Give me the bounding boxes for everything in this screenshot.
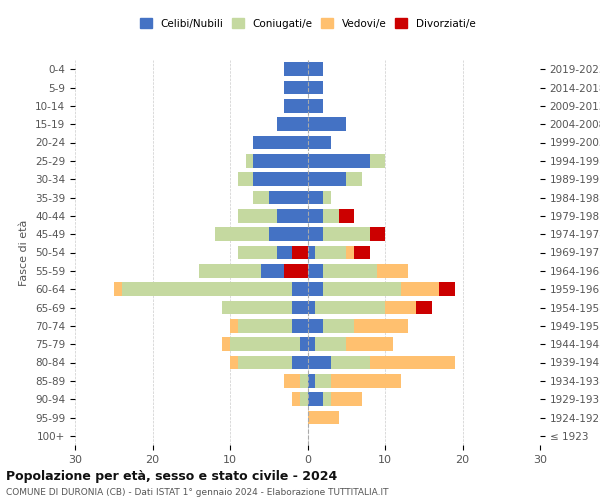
Bar xyxy=(308,209,323,222)
Bar xyxy=(331,392,362,406)
Bar xyxy=(277,209,308,222)
Bar xyxy=(315,338,346,351)
Bar xyxy=(439,282,455,296)
Bar xyxy=(215,228,269,241)
Bar xyxy=(300,338,308,351)
Bar xyxy=(308,99,323,112)
Bar xyxy=(308,374,315,388)
Bar xyxy=(292,392,300,406)
Bar xyxy=(121,282,292,296)
Bar xyxy=(308,80,323,94)
Bar xyxy=(284,374,300,388)
Bar xyxy=(269,190,308,204)
Bar xyxy=(377,264,408,278)
Bar xyxy=(308,410,338,424)
Bar xyxy=(222,338,230,351)
Bar xyxy=(308,246,315,260)
Bar xyxy=(261,264,284,278)
Bar xyxy=(308,228,323,241)
Bar xyxy=(253,172,308,186)
Bar xyxy=(284,80,308,94)
Bar xyxy=(323,264,377,278)
Bar xyxy=(308,172,346,186)
Bar xyxy=(292,282,308,296)
Text: Popolazione per età, sesso e stato civile - 2024: Popolazione per età, sesso e stato civil… xyxy=(6,470,337,483)
Bar xyxy=(346,172,362,186)
Bar xyxy=(308,300,315,314)
Bar xyxy=(253,190,269,204)
Bar xyxy=(323,228,370,241)
Bar xyxy=(308,319,323,332)
Bar xyxy=(199,264,261,278)
Bar xyxy=(238,172,253,186)
Bar xyxy=(416,300,431,314)
Bar xyxy=(245,154,253,168)
Bar xyxy=(292,319,308,332)
Bar xyxy=(230,338,300,351)
Bar xyxy=(308,62,323,76)
Bar xyxy=(269,228,308,241)
Bar xyxy=(308,190,323,204)
Bar xyxy=(300,392,308,406)
Bar xyxy=(370,356,455,370)
Bar xyxy=(238,356,292,370)
Bar xyxy=(230,319,238,332)
Bar xyxy=(284,99,308,112)
Bar xyxy=(253,154,308,168)
Bar xyxy=(401,282,439,296)
Bar xyxy=(292,246,308,260)
Bar xyxy=(284,62,308,76)
Bar xyxy=(300,374,308,388)
Bar xyxy=(323,282,401,296)
Bar xyxy=(238,319,292,332)
Bar xyxy=(308,136,331,149)
Bar xyxy=(370,228,385,241)
Y-axis label: Fasce di età: Fasce di età xyxy=(19,220,29,286)
Bar xyxy=(354,319,408,332)
Bar xyxy=(385,300,416,314)
Bar xyxy=(253,136,308,149)
Bar xyxy=(323,392,331,406)
Bar xyxy=(292,300,308,314)
Bar xyxy=(346,246,354,260)
Bar xyxy=(284,264,308,278)
Bar xyxy=(331,374,401,388)
Bar xyxy=(308,392,323,406)
Bar xyxy=(230,356,238,370)
Bar xyxy=(308,118,346,131)
Bar xyxy=(370,154,385,168)
Bar xyxy=(238,209,277,222)
Bar xyxy=(308,154,370,168)
Legend: Celibi/Nubili, Coniugati/e, Vedovi/e, Divorziati/e: Celibi/Nubili, Coniugati/e, Vedovi/e, Di… xyxy=(137,15,478,32)
Bar xyxy=(323,190,331,204)
Bar xyxy=(315,374,331,388)
Bar xyxy=(277,246,292,260)
Bar xyxy=(222,300,292,314)
Bar xyxy=(346,338,393,351)
Bar xyxy=(292,356,308,370)
Bar xyxy=(308,338,315,351)
Bar xyxy=(331,356,370,370)
Bar xyxy=(354,246,370,260)
Bar xyxy=(277,118,308,131)
Bar xyxy=(315,246,346,260)
Bar xyxy=(308,264,323,278)
Bar xyxy=(323,319,354,332)
Bar xyxy=(338,209,354,222)
Bar xyxy=(323,209,338,222)
Text: COMUNE DI DURONIA (CB) - Dati ISTAT 1° gennaio 2024 - Elaborazione TUTTITALIA.IT: COMUNE DI DURONIA (CB) - Dati ISTAT 1° g… xyxy=(6,488,389,497)
Bar xyxy=(114,282,121,296)
Bar xyxy=(315,300,385,314)
Bar xyxy=(238,246,277,260)
Bar xyxy=(308,356,331,370)
Bar xyxy=(308,282,323,296)
